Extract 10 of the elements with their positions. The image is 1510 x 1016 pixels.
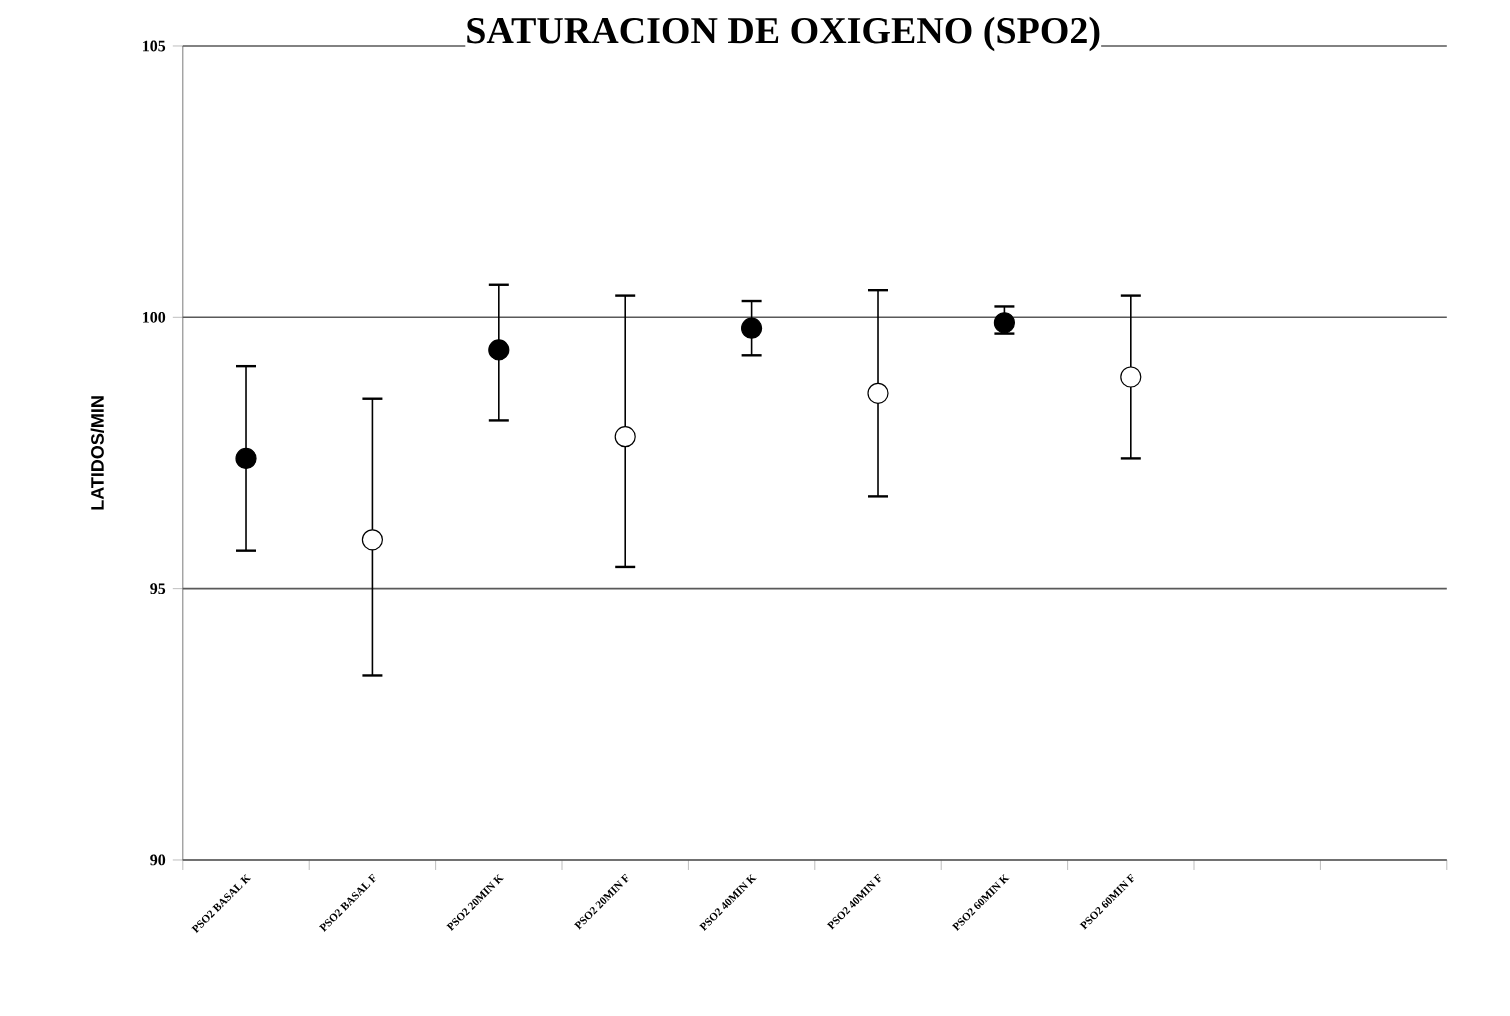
point: [488, 339, 510, 361]
y-tick-label: 95: [150, 583, 166, 595]
y-tick-label: 105: [143, 40, 166, 52]
chart-title: SATURACION DE OXIGENO (SPO2): [467, 16, 1100, 52]
y-axis-title: LATIDOS/MIN: [90, 396, 104, 510]
point: [741, 317, 763, 339]
y-tick-label: 100: [143, 311, 166, 323]
point: [993, 312, 1016, 334]
point: [235, 447, 257, 469]
y-tick-label: 90: [150, 854, 166, 866]
